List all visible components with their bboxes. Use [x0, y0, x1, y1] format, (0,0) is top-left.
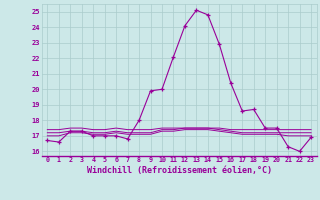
X-axis label: Windchill (Refroidissement éolien,°C): Windchill (Refroidissement éolien,°C): [87, 166, 272, 175]
